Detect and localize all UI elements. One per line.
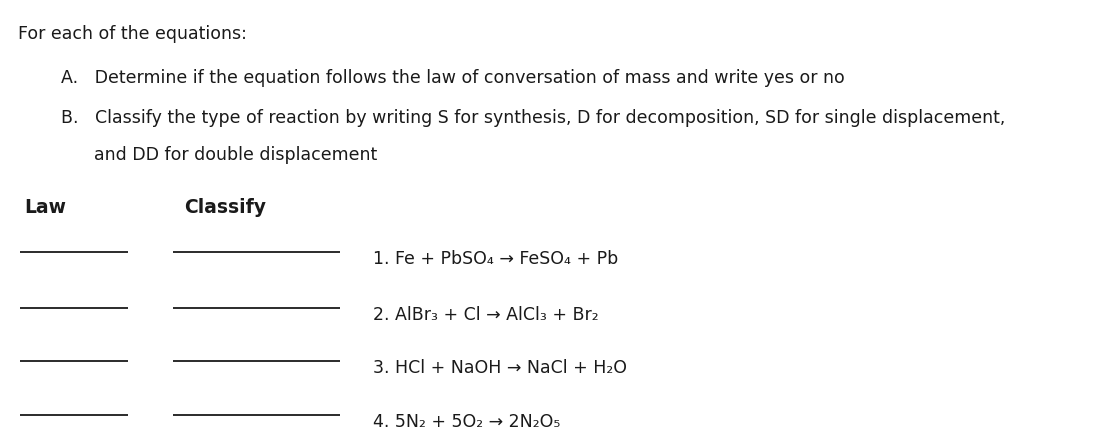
Text: 4. 5N₂ + 5O₂ → 2N₂O₅: 4. 5N₂ + 5O₂ → 2N₂O₅ — [373, 413, 560, 430]
Text: B.   Classify the type of reaction by writing S for synthesis, D for decompositi: B. Classify the type of reaction by writ… — [61, 109, 1006, 127]
Text: 1. Fe + PbSO₄ → FeSO₄ + Pb: 1. Fe + PbSO₄ → FeSO₄ + Pb — [373, 250, 618, 268]
Text: and DD for double displacement: and DD for double displacement — [61, 146, 378, 164]
Text: 2. AlBr₃ + Cl → AlCl₃ + Br₂: 2. AlBr₃ + Cl → AlCl₃ + Br₂ — [373, 306, 599, 323]
Text: 3. HCl + NaOH → NaCl + H₂O: 3. HCl + NaOH → NaCl + H₂O — [373, 359, 627, 377]
Text: Classify: Classify — [184, 198, 266, 218]
Text: A.   Determine if the equation follows the law of conversation of mass and write: A. Determine if the equation follows the… — [61, 69, 846, 87]
Text: Law: Law — [25, 198, 67, 218]
Text: For each of the equations:: For each of the equations: — [18, 25, 246, 42]
